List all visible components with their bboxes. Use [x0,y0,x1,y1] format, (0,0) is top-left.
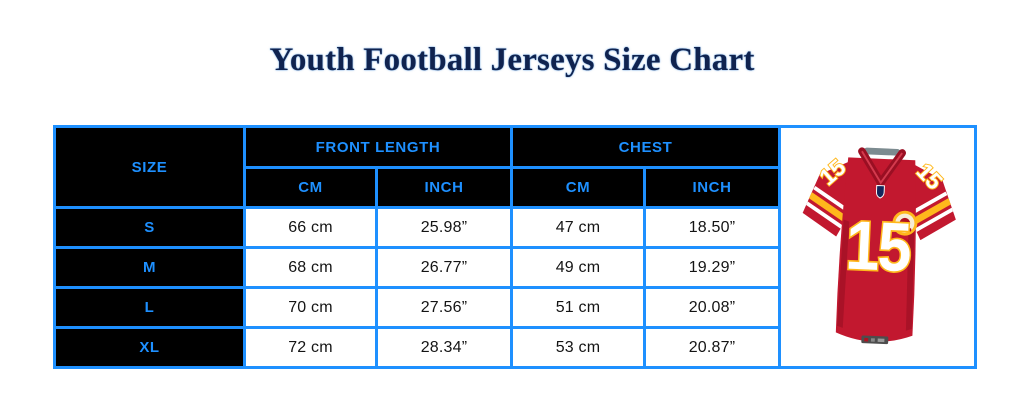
size-label: L [53,286,246,329]
front-length-cm-value: 70 cm [243,286,378,329]
jersey-torso [835,156,916,342]
header-row-units: CM INCH CM INCH [55,166,976,209]
col-header-chest: CHEST [510,125,781,169]
jersey-jock-tag [860,334,888,344]
col-header-size: SIZE [53,125,246,209]
chest-inch-value: 20.08” [643,286,781,329]
jersey-product-image: 15 15 15 [778,125,977,369]
unit-header-chest-cm: CM [510,166,646,209]
jersey-collar-highlight [860,150,903,185]
jersey-image: 15 15 15 [802,146,956,344]
front-length-cm-value: 66 cm [243,206,378,249]
size-row-m: M 68 cm 26.77” 49 cm 19.29” [53,246,976,289]
size-label: S [53,206,246,249]
unit-header-chest-inch: INCH [643,166,781,209]
chest-cm-value: 47 cm [510,206,646,249]
jersey-chest-number: 15 [844,205,912,285]
front-length-inch-value: 27.56” [375,286,513,329]
chest-inch-value: 18.50” [643,206,781,249]
chest-cm-value: 51 cm [510,286,646,329]
size-label: XL [53,326,246,369]
front-length-inch-value: 26.77” [375,246,513,289]
team-patch-icon [891,210,917,236]
header-row-groups: SIZE FRONT LENGTH CHEST [53,125,977,369]
chest-cm-value: 49 cm [510,246,646,289]
size-row-l: L 70 cm 27.56” 51 cm 20.08” [53,286,976,329]
size-chart-table: SIZE FRONT LENGTH CHEST [53,125,977,369]
unit-header-front-cm: CM [243,166,378,209]
jersey-side-mesh-right [905,222,914,331]
chest-inch-value: 19.29” [643,246,781,289]
chest-cm-value: 53 cm [510,326,646,369]
front-length-cm-value: 68 cm [243,246,378,289]
jersey-collar-interior [863,147,900,156]
jersey-side-mesh-left [836,219,849,328]
size-row-s: S 66 cm 25.98” 47 cm 18.50” [53,206,976,249]
col-header-front-length: FRONT LENGTH [243,125,513,169]
nfl-shield-icon [875,184,885,199]
page-title: Youth Football Jerseys Size Chart [269,42,755,78]
unit-header-front-inch: INCH [375,166,513,209]
size-label: M [53,246,246,289]
front-length-cm-value: 72 cm [243,326,378,369]
front-length-inch-value: 25.98” [375,206,513,249]
front-length-inch-value: 28.34” [375,326,513,369]
chest-inch-value: 20.87” [643,326,781,369]
nike-swoosh-icon [923,236,946,253]
size-row-xl: XL 72 cm 28.34” 53 cm 20.87” [53,326,976,369]
